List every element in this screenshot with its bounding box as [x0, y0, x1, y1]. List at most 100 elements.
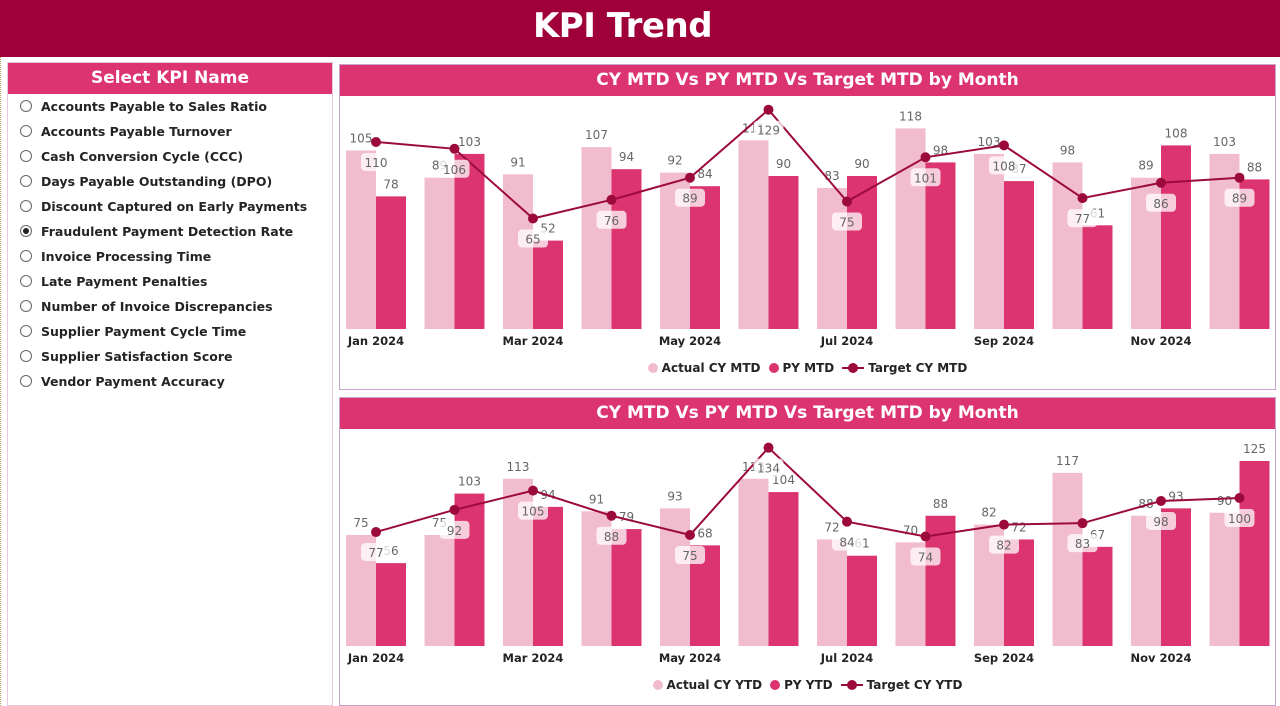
bar-py[interactable]	[847, 555, 877, 646]
target-point[interactable]	[449, 143, 460, 154]
radio-button-icon[interactable]	[20, 375, 32, 387]
bar-py[interactable]	[1004, 181, 1034, 329]
legend-item-target[interactable]: Target CY YTD	[840, 678, 962, 692]
bar-py[interactable]	[533, 240, 563, 329]
bar-py[interactable]	[611, 529, 642, 646]
kpi-option[interactable]: Supplier Payment Cycle Time	[20, 320, 246, 342]
bar-actual[interactable]	[895, 128, 926, 329]
bar-actual[interactable]	[738, 478, 769, 646]
kpi-option[interactable]: Supplier Satisfaction Score	[20, 345, 233, 367]
kpi-option[interactable]: Discount Captured on Early Payments	[20, 195, 307, 217]
target-point[interactable]	[1156, 495, 1166, 506]
target-point[interactable]	[842, 516, 852, 527]
target-point[interactable]	[449, 504, 460, 515]
target-point[interactable]	[1234, 493, 1245, 503]
bar-actual[interactable]	[346, 150, 376, 330]
bar-py[interactable]	[1161, 145, 1191, 329]
target-point[interactable]	[606, 194, 617, 205]
data-label-actual: 103	[1213, 135, 1236, 149]
bar-py[interactable]	[1239, 461, 1270, 646]
kpi-option-label: Supplier Payment Cycle Time	[41, 323, 247, 339]
target-point[interactable]	[763, 442, 774, 453]
bar-py[interactable]	[376, 196, 406, 329]
bar-actual[interactable]	[581, 147, 612, 329]
target-point[interactable]	[685, 530, 695, 540]
bar-actual[interactable]	[1131, 515, 1161, 646]
bar-py[interactable]	[925, 515, 956, 646]
radio-button-icon[interactable]	[20, 325, 32, 337]
bar-py[interactable]	[690, 186, 720, 329]
target-point[interactable]	[528, 213, 538, 224]
target-point[interactable]	[1234, 172, 1245, 183]
target-point[interactable]	[1077, 193, 1088, 204]
target-label-box	[361, 543, 391, 562]
target-point[interactable]	[371, 527, 381, 538]
kpi-option[interactable]: Days Payable Outstanding (DPO)	[20, 170, 272, 192]
kpi-option-label: Days Payable Outstanding (DPO)	[41, 173, 273, 189]
bar-actual[interactable]	[424, 535, 455, 646]
target-point[interactable]	[685, 172, 695, 183]
radio-button-icon[interactable]	[20, 125, 32, 137]
bar-actual[interactable]	[1052, 472, 1083, 646]
bar-actual[interactable]	[503, 174, 533, 329]
kpi-option[interactable]: Late Payment Penalties	[20, 270, 207, 292]
target-point[interactable]	[920, 152, 931, 163]
bar-py[interactable]	[1161, 508, 1191, 646]
kpi-option[interactable]: Accounts Payable Turnover	[20, 120, 232, 142]
bar-py[interactable]	[533, 506, 563, 646]
radio-button-icon[interactable]	[20, 150, 32, 162]
bar-actual[interactable]	[1052, 162, 1083, 329]
target-label-box	[832, 212, 862, 231]
legend-item-actual[interactable]: Actual CY YTD	[652, 678, 762, 692]
target-point[interactable]	[1156, 177, 1166, 188]
bar-actual[interactable]	[738, 140, 769, 329]
bar-py[interactable]	[454, 493, 485, 646]
legend-item-actual[interactable]: Actual CY MTD	[647, 361, 761, 375]
legend-item-py[interactable]: PY MTD	[768, 361, 834, 375]
radio-button-icon[interactable]	[20, 300, 32, 312]
legend-item-py[interactable]: PY YTD	[770, 678, 833, 692]
radio-button-icon[interactable]	[20, 275, 32, 287]
x-tick-label: Jan 2024	[347, 334, 404, 348]
target-point[interactable]	[763, 104, 774, 115]
target-point[interactable]	[606, 510, 617, 521]
bar-actual[interactable]	[424, 177, 455, 329]
bar-py[interactable]	[1004, 539, 1034, 646]
radio-button-icon[interactable]	[20, 350, 32, 362]
bar-py[interactable]	[768, 176, 799, 329]
bar-actual[interactable]	[817, 539, 847, 646]
radio-button-icon[interactable]	[20, 175, 32, 187]
target-point[interactable]	[999, 140, 1009, 151]
radio-button-icon[interactable]	[20, 100, 32, 112]
target-point[interactable]	[1077, 518, 1088, 529]
radio-button-icon[interactable]	[20, 225, 32, 237]
legend-label: PY YTD	[784, 678, 833, 692]
data-label-target: 77	[368, 546, 383, 560]
bar-actual[interactable]	[817, 187, 847, 329]
kpi-option[interactable]: Cash Conversion Cycle (CCC)	[20, 145, 243, 167]
target-point[interactable]	[528, 485, 538, 496]
bar-py[interactable]	[1082, 546, 1113, 646]
bar-py[interactable]	[768, 492, 799, 646]
kpi-option[interactable]: Invoice Processing Time	[20, 245, 211, 267]
target-point[interactable]	[371, 137, 381, 147]
bar-actual[interactable]	[1209, 512, 1240, 646]
bar-py[interactable]	[454, 153, 485, 329]
bar-py[interactable]	[376, 563, 406, 646]
target-point[interactable]	[842, 196, 852, 207]
bar-actual[interactable]	[974, 153, 1004, 329]
bar-py[interactable]	[1082, 225, 1113, 329]
kpi-option[interactable]: Number of Invoice Discrepancies	[20, 295, 273, 317]
radio-button-icon[interactable]	[20, 200, 32, 212]
target-point[interactable]	[920, 531, 931, 542]
bar-py[interactable]	[925, 162, 956, 329]
kpi-option[interactable]: Accounts Payable to Sales Ratio	[20, 95, 267, 117]
kpi-option[interactable]: Fraudulent Payment Detection Rate	[20, 220, 293, 242]
data-label-py: 90	[776, 157, 791, 171]
bar-actual[interactable]	[1209, 153, 1240, 329]
target-point[interactable]	[999, 519, 1009, 530]
legend-item-target[interactable]: Target CY MTD	[842, 361, 967, 375]
kpi-option[interactable]: Vendor Payment Accuracy	[20, 370, 225, 392]
data-label-target: 106	[443, 163, 466, 177]
radio-button-icon[interactable]	[20, 250, 32, 262]
